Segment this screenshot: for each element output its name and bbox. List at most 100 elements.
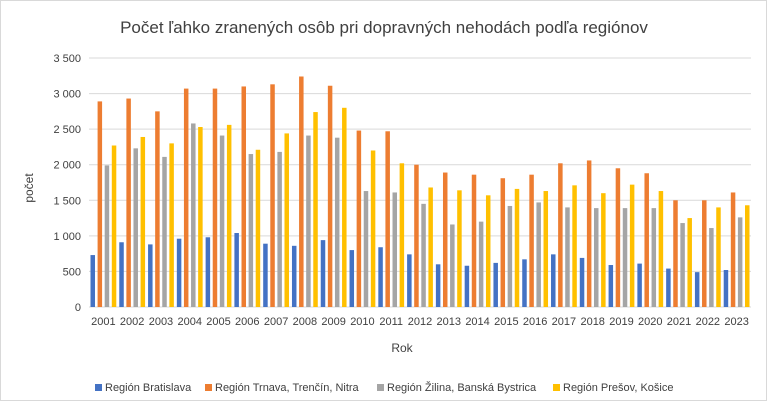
bar	[327, 85, 333, 307]
y-tick-label: 3 500	[53, 53, 81, 65]
bar	[356, 130, 362, 307]
y-tick-label: 2 000	[53, 160, 81, 172]
bar	[723, 270, 729, 307]
bar	[702, 200, 707, 307]
bar	[320, 240, 326, 307]
bar	[572, 185, 577, 307]
x-tick-label: 2018	[580, 316, 604, 328]
y-tick-labels: 0 500 1 000 1 500 2 000 2 500 3 000 3 500	[53, 53, 81, 314]
x-tick-label: 2017	[552, 316, 576, 328]
bar	[615, 168, 621, 307]
bar	[399, 163, 405, 307]
legend-label: Región Bratislava	[105, 382, 192, 394]
x-tick-label: 2007	[264, 316, 288, 328]
bar	[407, 254, 412, 307]
y-tick-label: 3 000	[53, 89, 81, 101]
y-tick-label: 500	[63, 266, 81, 278]
x-tick-label: 2009	[321, 316, 345, 328]
y-axis-label: počet	[22, 173, 36, 203]
bar	[212, 88, 218, 307]
bar	[579, 257, 585, 307]
bar	[291, 245, 297, 307]
bar	[349, 250, 355, 307]
bar	[176, 238, 182, 307]
y-tick-label: 1 500	[53, 195, 81, 207]
x-tick-labels: 2001 2002 2003 2004 2005 2006 2007 2008 2009 2010…	[91, 316, 749, 328]
bar	[162, 156, 167, 307]
bar	[198, 127, 203, 307]
bar	[485, 195, 491, 307]
bar	[565, 207, 570, 307]
bar	[493, 262, 498, 307]
bar	[745, 205, 750, 307]
x-tick-label: 2016	[523, 316, 547, 328]
bar	[234, 233, 239, 307]
bar	[219, 135, 225, 307]
bar	[644, 173, 649, 307]
bar	[593, 208, 599, 307]
bar	[205, 237, 211, 307]
y-tick-label: 1 000	[53, 231, 81, 243]
bar	[191, 123, 196, 307]
bar	[442, 172, 448, 307]
bar	[226, 124, 232, 307]
x-tick-label: 2005	[206, 316, 230, 328]
bar	[255, 149, 261, 307]
bar	[529, 174, 534, 307]
x-tick-label: 2014	[465, 316, 489, 328]
bar	[586, 160, 592, 307]
bar	[284, 133, 289, 307]
bar	[687, 218, 692, 307]
legend: Región Bratislava Región Trnava, Trenčín,…	[95, 381, 673, 394]
bar	[500, 178, 506, 307]
bar	[313, 112, 318, 307]
bar	[450, 224, 455, 307]
bar	[306, 135, 311, 307]
bar	[716, 207, 721, 307]
bar	[334, 137, 340, 307]
legend-label: Región Žilina, Banská Bystrica	[387, 381, 537, 394]
x-tick-label: 2011	[379, 316, 403, 328]
bar	[111, 145, 117, 307]
y-tick-label: 0	[75, 302, 81, 314]
y-tick-label: 2 500	[53, 124, 81, 136]
bar	[507, 205, 513, 307]
x-tick-label: 2001	[91, 316, 115, 328]
bar	[133, 148, 138, 307]
bar	[97, 101, 103, 307]
x-tick-label: 2003	[149, 316, 173, 328]
bar	[666, 268, 671, 307]
bar	[299, 76, 304, 307]
bar	[680, 223, 685, 307]
bar	[558, 163, 563, 307]
x-tick-label: 2010	[350, 316, 374, 328]
x-tick-label: 2004	[177, 316, 201, 328]
bar	[378, 247, 383, 307]
legend-swatch	[377, 384, 384, 391]
bar	[342, 107, 347, 307]
bar	[148, 244, 153, 307]
bar	[421, 203, 426, 307]
legend-swatch	[95, 384, 102, 391]
bar	[119, 242, 124, 307]
bar	[385, 131, 390, 307]
x-tick-label: 2021	[667, 316, 691, 328]
bar	[536, 202, 541, 307]
x-tick-label: 2022	[696, 316, 720, 328]
bar	[514, 188, 520, 307]
bar	[370, 150, 376, 307]
x-tick-label: 2023	[724, 316, 748, 328]
bar	[277, 151, 282, 307]
bar	[694, 272, 700, 307]
bar	[471, 174, 477, 307]
bar	[263, 243, 268, 307]
bar	[658, 191, 664, 307]
bar	[90, 255, 95, 307]
x-tick-label: 2019	[609, 316, 633, 328]
bar	[435, 264, 441, 307]
x-axis-label: Rok	[391, 341, 413, 355]
legend-label: Región Prešov, Košice	[563, 382, 673, 394]
bar	[428, 187, 433, 307]
